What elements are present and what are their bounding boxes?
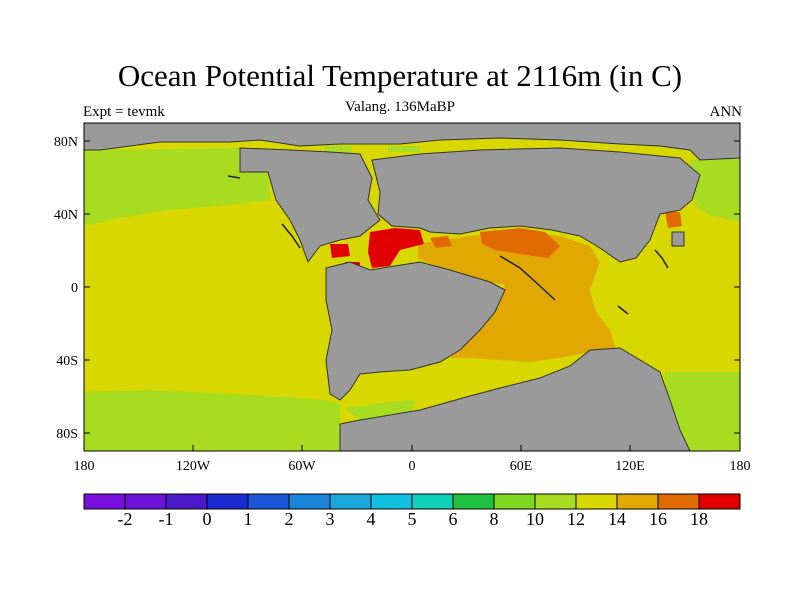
colorbar — [83, 493, 741, 510]
colorbar-label: 0 — [203, 509, 212, 529]
ocean-field-10-south — [84, 390, 340, 451]
map-subtitle: Valang. 136MaBP — [345, 99, 455, 115]
lon-label-60w: 60W — [288, 459, 316, 474]
land-masses — [84, 123, 740, 451]
lon-tick-labels: 180 120W 60W 0 60E 120E 180 — [74, 459, 751, 474]
colorbar-swatch-10 — [452, 493, 495, 510]
map-plot-area — [84, 123, 740, 451]
colorbar-label: 18 — [690, 509, 708, 529]
colorbar-swatch-14 — [616, 493, 659, 510]
colorbar-label: 8 — [490, 509, 499, 529]
lon-label-120w: 120W — [176, 459, 211, 474]
ocean-field-10-northeast — [690, 155, 740, 222]
lat-label-0: 0 — [71, 281, 78, 296]
colorbar-label: -2 — [118, 509, 133, 529]
colorbar-label: 14 — [608, 509, 626, 529]
lat-tick-labels: 80N 40N 0 40S 80S — [54, 135, 78, 442]
colorbar-label: 3 — [326, 509, 335, 529]
lon-label-180w: 180 — [74, 459, 95, 474]
island-chains — [227, 175, 669, 315]
colorbar-label: 4 — [367, 509, 376, 529]
colorbar-label: 5 — [408, 509, 417, 529]
colorbar-swatch-11 — [493, 493, 536, 510]
colorbar-swatch-6 — [288, 493, 331, 510]
lat-label-40n: 40N — [54, 208, 78, 223]
colorbar-swatch-15 — [657, 493, 700, 510]
colorbar-label: 12 — [567, 509, 585, 529]
ocean-field-16 — [430, 228, 560, 258]
colorbar-swatch-13 — [575, 493, 618, 510]
land-india-australia-block — [339, 347, 691, 451]
colorbar-label: 10 — [526, 509, 544, 529]
lat-label-40s: 40S — [56, 354, 78, 369]
colorbar-label: 6 — [449, 509, 458, 529]
land-north-america — [239, 147, 381, 264]
lon-label-0: 0 — [409, 459, 416, 474]
land-south-america-africa — [325, 261, 506, 401]
land-arctic-north — [84, 123, 740, 161]
colorbar-swatch-1 — [83, 493, 126, 510]
lat-label-80n: 80N — [54, 135, 78, 150]
ocean-field-14 — [418, 232, 616, 362]
colorbar-swatch-9 — [411, 493, 454, 510]
land-small-islands — [671, 231, 685, 247]
ocean-field-10-southeast — [665, 372, 740, 451]
ocean-field-10-arctic — [325, 146, 420, 152]
lon-label-60e: 60E — [510, 459, 533, 474]
colorbar-label: -1 — [159, 509, 174, 529]
colorbar-swatch-5 — [247, 493, 290, 510]
lon-tick-marks — [83, 445, 741, 451]
experiment-label: Expt = tevmk — [83, 104, 165, 120]
lat-tick-marks — [84, 140, 740, 434]
ocean-field-16-east — [665, 212, 682, 228]
colorbar-swatch-12 — [534, 493, 577, 510]
lon-label-180e: 180 — [730, 459, 751, 474]
colorbar-swatch-3 — [165, 493, 208, 510]
season-label: ANN — [709, 104, 743, 120]
land-eurasia — [371, 147, 701, 263]
colorbar-swatch-7 — [329, 493, 372, 510]
colorbar-swatch-2 — [124, 493, 167, 510]
colorbar-swatch-4 — [206, 493, 249, 510]
ocean-field-18 — [330, 228, 424, 270]
lon-label-120e: 120E — [615, 459, 645, 474]
map-title: Ocean Potential Temperature at 2116m (in… — [117, 58, 683, 93]
ocean-field-10-north — [84, 148, 270, 226]
lat-label-80s: 80S — [56, 427, 78, 442]
colorbar-labels: -2 -1 0 1 2 3 4 5 6 8 10 12 14 16 18 — [118, 509, 709, 529]
colorbar-label: 1 — [244, 509, 253, 529]
colorbar-label: 16 — [649, 509, 667, 529]
colorbar-swatch-16 — [698, 493, 741, 510]
colorbar-label: 2 — [285, 509, 294, 529]
colorbar-swatch-8 — [370, 493, 413, 510]
